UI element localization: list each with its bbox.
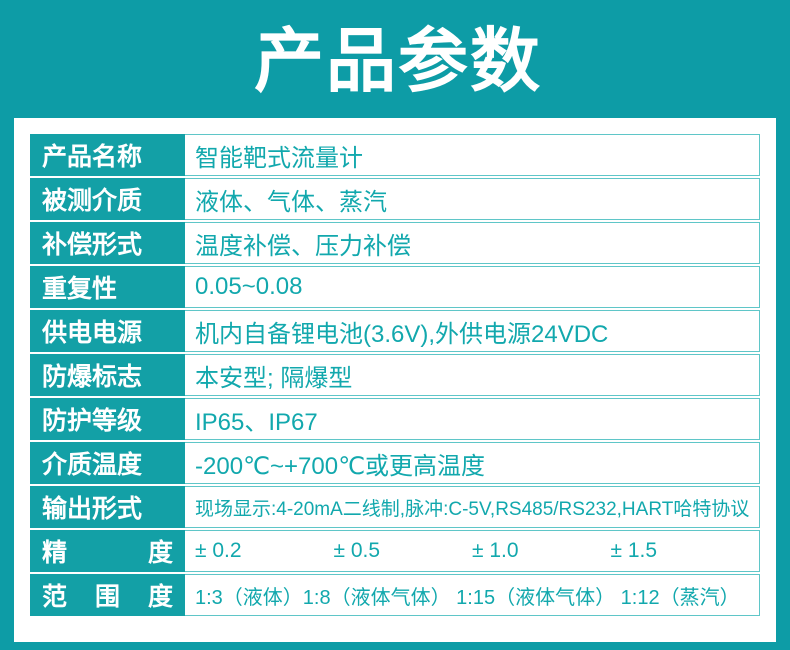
spec-value-range-ratio: 1:3（液体）1:8（液体气体） 1:15（液体气体） 1:12（蒸汽） bbox=[185, 574, 760, 616]
spec-value-medium-temperature: -200℃~+700℃或更高温度 bbox=[185, 442, 760, 484]
table-row: 供电电源 机内自备锂电池(3.6V),外供电源24VDC bbox=[30, 310, 760, 352]
spec-label-medium-temperature: 介质温度 bbox=[30, 442, 185, 484]
spec-table: 产品名称 智能靶式流量计 被测介质 液体、气体、蒸汽 补偿形式 温度补偿、压力补… bbox=[30, 132, 760, 618]
table-row: 重复性 0.05~0.08 bbox=[30, 266, 760, 308]
accuracy-value-1: ± 0.2 bbox=[195, 539, 242, 562]
spec-label-output-type: 输出形式 bbox=[30, 486, 185, 528]
spec-value-measured-medium: 液体、气体、蒸汽 bbox=[185, 178, 760, 220]
table-row: 防护等级 IP65、IP67 bbox=[30, 398, 760, 440]
spec-value-power-supply: 机内自备锂电池(3.6V),外供电源24VDC bbox=[185, 310, 760, 352]
table-row: 介质温度 -200℃~+700℃或更高温度 bbox=[30, 442, 760, 484]
spec-label-accuracy: 精度 bbox=[30, 530, 185, 572]
spec-label-explosion-proof-mark: 防爆标志 bbox=[30, 354, 185, 396]
range-ratio-text: 1:3（液体）1:8（液体气体） 1:15（液体气体） 1:12（蒸汽） bbox=[195, 586, 740, 609]
spec-card: 产品名称 智能靶式流量计 被测介质 液体、气体、蒸汽 补偿形式 温度补偿、压力补… bbox=[14, 118, 776, 642]
spec-label-repeatability: 重复性 bbox=[30, 266, 185, 308]
accuracy-values: ± 0.2 ± 0.5 ± 1.0 ± 1.5 bbox=[195, 539, 749, 563]
spec-table-body: 产品名称 智能靶式流量计 被测介质 液体、气体、蒸汽 补偿形式 温度补偿、压力补… bbox=[30, 134, 760, 616]
spec-value-protection-grade: IP65、IP67 bbox=[185, 398, 760, 440]
accuracy-value-3: ± 1.0 bbox=[472, 539, 519, 562]
spec-value-output-type: 现场显示:4-20mA二线制,脉冲:C-5V,RS485/RS232,HART哈… bbox=[185, 486, 760, 528]
page-title: 产品参数 bbox=[254, 22, 542, 100]
spec-label-measured-medium: 被测介质 bbox=[30, 178, 185, 220]
table-row: 精度 ± 0.2 ± 0.5 ± 1.0 ± 1.5 bbox=[30, 530, 760, 572]
table-row: 防爆标志 本安型; 隔爆型 bbox=[30, 354, 760, 396]
accuracy-value-4: ± 1.5 bbox=[610, 539, 658, 562]
spec-value-repeatability: 0.05~0.08 bbox=[185, 266, 760, 308]
spec-value-compensation-type: 温度补偿、压力补偿 bbox=[185, 222, 760, 264]
spec-label-range-ratio: 范围度 bbox=[30, 574, 185, 616]
spec-value-explosion-proof-mark: 本安型; 隔爆型 bbox=[185, 354, 760, 396]
page-header: 产品参数 bbox=[0, 0, 790, 118]
accuracy-value-2: ± 0.5 bbox=[333, 539, 381, 562]
table-row: 范围度 1:3（液体）1:8（液体气体） 1:15（液体气体） 1:12（蒸汽） bbox=[30, 574, 760, 616]
spec-label-protection-grade: 防护等级 bbox=[30, 398, 185, 440]
table-row: 输出形式 现场显示:4-20mA二线制,脉冲:C-5V,RS485/RS232,… bbox=[30, 486, 760, 528]
spec-value-product-name: 智能靶式流量计 bbox=[185, 134, 760, 176]
spec-label-power-supply: 供电电源 bbox=[30, 310, 185, 352]
spec-value-accuracy: ± 0.2 ± 0.5 ± 1.0 ± 1.5 bbox=[185, 530, 760, 572]
spec-label-compensation-type: 补偿形式 bbox=[30, 222, 185, 264]
table-row: 补偿形式 温度补偿、压力补偿 bbox=[30, 222, 760, 264]
table-row: 被测介质 液体、气体、蒸汽 bbox=[30, 178, 760, 220]
spec-label-product-name: 产品名称 bbox=[30, 134, 185, 176]
table-row: 产品名称 智能靶式流量计 bbox=[30, 134, 760, 176]
